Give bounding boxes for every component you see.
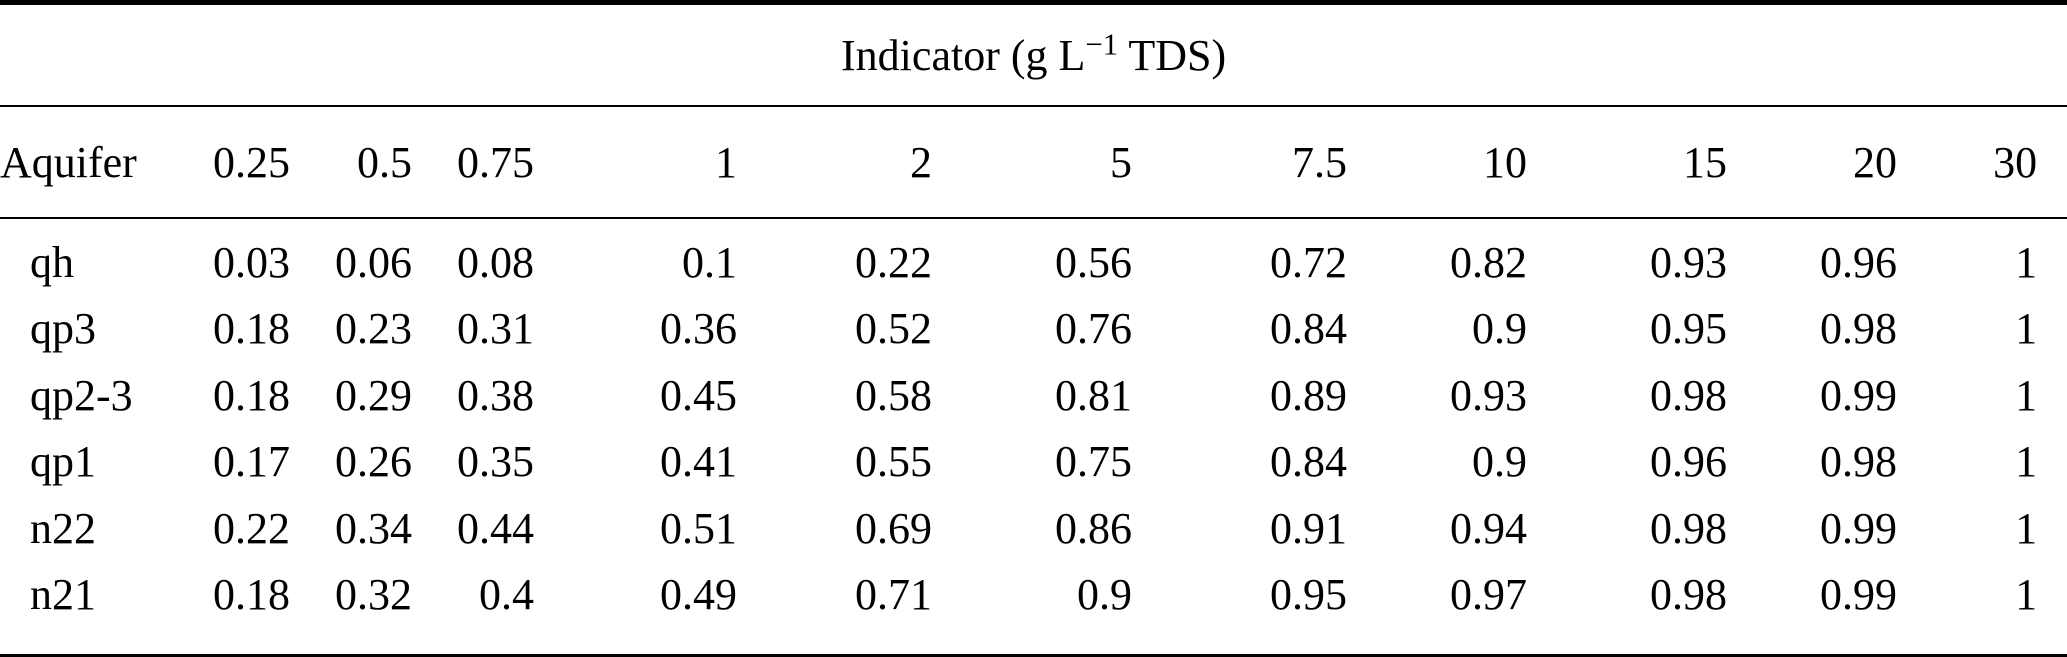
value-cell: 0.22 <box>213 503 290 553</box>
value-cell: 0.35 <box>457 437 534 487</box>
table-row: qp2-3 0.18 0.29 0.38 0.45 0.58 0.81 0.89 0.93 0.9… <box>0 362 2067 428</box>
column-header: 20 <box>1727 106 1897 219</box>
aquifer-cell: n21 <box>30 570 96 620</box>
value-cell: 0.22 <box>855 237 932 287</box>
value-cell: 0.96 <box>1820 237 1897 287</box>
value-cell: 0.55 <box>855 437 932 487</box>
value-cell: 0.18 <box>213 370 290 420</box>
value-cell: 1 <box>2015 437 2038 487</box>
value-cell: 0.98 <box>1650 503 1727 553</box>
value-cell: 0.03 <box>213 237 290 287</box>
value-cell: 0.23 <box>335 304 412 354</box>
value-cell: 0.69 <box>855 503 932 553</box>
column-header: 30 <box>1897 106 2067 219</box>
column-header: 2 <box>737 106 932 219</box>
value-cell: 0.84 <box>1270 437 1347 487</box>
table-header-row: Aquifer 0.25 0.5 0.75 1 2 5 7.5 10 15 20… <box>0 106 2067 219</box>
value-cell: 0.58 <box>855 370 932 420</box>
value-cell: 0.98 <box>1820 304 1897 354</box>
value-cell: 0.89 <box>1270 370 1347 420</box>
value-cell: 0.4 <box>479 570 534 620</box>
value-cell: 0.18 <box>213 304 290 354</box>
value-cell: 0.38 <box>457 370 534 420</box>
value-cell: 0.76 <box>1055 304 1132 354</box>
table-body: qh 0.03 0.06 0.08 0.1 0.22 0.56 0.72 0.82 0.93 0.9… <box>0 218 2067 656</box>
table-title-suffix: TDS) <box>1118 30 1227 80</box>
value-cell: 0.99 <box>1820 570 1897 620</box>
value-cell: 0.17 <box>213 437 290 487</box>
value-cell: 0.32 <box>335 570 412 620</box>
value-cell: 0.51 <box>660 503 737 553</box>
value-cell: 0.31 <box>457 304 534 354</box>
value-cell: 0.82 <box>1450 237 1527 287</box>
value-cell: 0.97 <box>1450 570 1527 620</box>
value-cell: 0.34 <box>335 503 412 553</box>
table-row: n22 0.22 0.34 0.44 0.51 0.69 0.86 0.91 0.94 0.98 0… <box>0 495 2067 561</box>
value-cell: 0.08 <box>457 237 534 287</box>
column-header: 15 <box>1527 106 1727 219</box>
table-row: qh 0.03 0.06 0.08 0.1 0.22 0.56 0.72 0.82 0.93 0.9… <box>0 218 2067 296</box>
value-cell: 1 <box>2015 304 2038 354</box>
value-cell: 0.45 <box>660 370 737 420</box>
column-header: 7.5 <box>1132 106 1347 219</box>
column-header: 5 <box>932 106 1132 219</box>
value-cell: 0.56 <box>1055 237 1132 287</box>
value-cell: 0.99 <box>1820 370 1897 420</box>
value-cell: 0.71 <box>855 570 932 620</box>
value-cell: 0.9 <box>1472 304 1527 354</box>
value-cell: 0.84 <box>1270 304 1347 354</box>
value-cell: 0.9 <box>1472 437 1527 487</box>
value-cell: 1 <box>2015 237 2038 287</box>
value-cell: 0.75 <box>1055 437 1132 487</box>
value-cell: 0.18 <box>213 570 290 620</box>
value-cell: 0.91 <box>1270 503 1347 553</box>
value-cell: 0.44 <box>457 503 534 553</box>
value-cell: 0.9 <box>1077 570 1132 620</box>
table-title-prefix: Indicator (g L <box>841 30 1086 80</box>
value-cell: 0.93 <box>1450 370 1527 420</box>
value-cell: 1 <box>2015 370 2038 420</box>
table-row: n21 0.18 0.32 0.4 0.49 0.71 0.9 0.95 0.97 0.98 0.9… <box>0 561 2067 655</box>
value-cell: 0.94 <box>1450 503 1527 553</box>
table-row: qp3 0.18 0.23 0.31 0.36 0.52 0.76 0.84 0.9 0.95 0.… <box>0 296 2067 362</box>
table-title-row: Indicator (g L−1 TDS) <box>0 2 2067 107</box>
value-cell: 0.26 <box>335 437 412 487</box>
value-cell: 0.36 <box>660 304 737 354</box>
table-title-superscript: −1 <box>1085 26 1119 61</box>
value-cell: 0.98 <box>1820 437 1897 487</box>
value-cell: 0.95 <box>1270 570 1347 620</box>
value-cell: 0.98 <box>1650 570 1727 620</box>
aquifer-cell: qp3 <box>30 304 96 354</box>
value-cell: 0.72 <box>1270 237 1347 287</box>
value-cell: 1 <box>2015 503 2038 553</box>
column-header: 0.75 <box>412 106 534 219</box>
value-cell: 0.99 <box>1820 503 1897 553</box>
aquifer-cell: n22 <box>30 503 96 553</box>
value-cell: 0.98 <box>1650 370 1727 420</box>
table-title: Indicator (g L−1 TDS) <box>0 2 2067 107</box>
value-cell: 0.41 <box>660 437 737 487</box>
value-cell: 0.29 <box>335 370 412 420</box>
column-header-aquifer: Aquifer <box>0 106 205 219</box>
aquifer-cell: qp2-3 <box>30 370 133 420</box>
value-cell: 0.1 <box>682 237 737 287</box>
value-cell: 0.86 <box>1055 503 1132 553</box>
aquifer-cell: qp1 <box>30 437 96 487</box>
column-header: 0.25 <box>205 106 290 219</box>
value-cell: 0.95 <box>1650 304 1727 354</box>
table-row: qp1 0.17 0.26 0.35 0.41 0.55 0.75 0.84 0.9 0.96 0.… <box>0 428 2067 494</box>
value-cell: 0.81 <box>1055 370 1132 420</box>
value-cell: 0.49 <box>660 570 737 620</box>
value-cell: 0.96 <box>1650 437 1727 487</box>
value-cell: 0.06 <box>335 237 412 287</box>
value-cell: 0.93 <box>1650 237 1727 287</box>
value-cell: 0.52 <box>855 304 932 354</box>
column-header: 0.5 <box>290 106 412 219</box>
value-cell: 1 <box>2015 570 2038 620</box>
aquifer-cell: qh <box>30 237 74 287</box>
column-header: 10 <box>1347 106 1527 219</box>
column-header: 1 <box>534 106 737 219</box>
